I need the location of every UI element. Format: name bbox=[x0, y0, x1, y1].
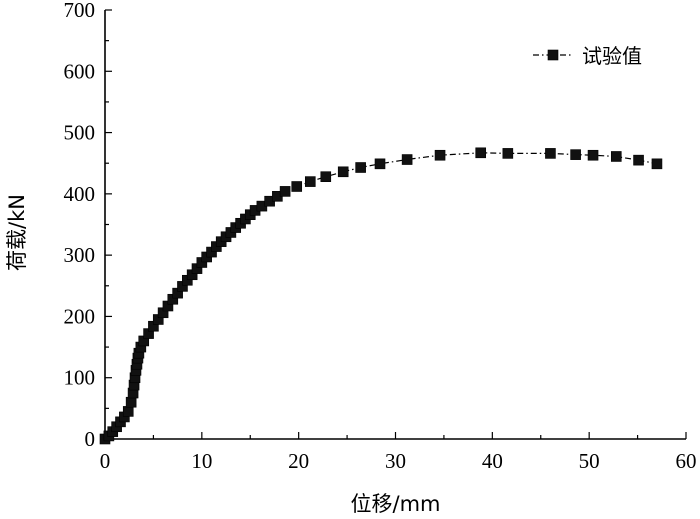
data-point bbox=[475, 147, 487, 159]
data-point bbox=[610, 151, 622, 162]
data-point bbox=[502, 148, 514, 159]
series-line bbox=[104, 152, 658, 440]
data-point bbox=[125, 396, 137, 408]
legend: 试验值 bbox=[533, 44, 642, 68]
data-point bbox=[291, 181, 303, 192]
data-point bbox=[587, 149, 599, 161]
x-axis-title: 位移/mm bbox=[351, 492, 441, 516]
x-tick-label: 60 bbox=[676, 449, 697, 473]
legend-marker-icon bbox=[547, 49, 559, 61]
data-point bbox=[633, 154, 644, 166]
data-point bbox=[651, 158, 663, 170]
data-point bbox=[320, 171, 332, 182]
data-point bbox=[122, 406, 134, 417]
y-tick-label: 700 bbox=[64, 0, 96, 22]
data-point bbox=[355, 162, 366, 173]
legend-label: 试验值 bbox=[582, 44, 642, 68]
y-tick-label: 600 bbox=[64, 59, 96, 83]
data-point bbox=[374, 158, 386, 170]
data-point bbox=[279, 186, 291, 197]
x-tick-label: 20 bbox=[288, 449, 309, 473]
y-tick-label: 0 bbox=[85, 427, 96, 451]
axes bbox=[104, 10, 686, 440]
x-tick-label: 40 bbox=[482, 449, 503, 473]
data-point bbox=[570, 149, 581, 160]
y-tick-label: 300 bbox=[64, 243, 96, 267]
data-point bbox=[337, 166, 349, 178]
data-point bbox=[401, 154, 413, 165]
plot-area bbox=[99, 147, 663, 445]
y-axis-title: 荷载/kN bbox=[5, 194, 29, 271]
y-tick-label: 200 bbox=[64, 304, 96, 328]
x-tick-label: 30 bbox=[385, 449, 406, 473]
y-tick-label: 500 bbox=[64, 121, 96, 145]
data-point bbox=[434, 149, 446, 161]
x-tick-label: 10 bbox=[191, 449, 212, 473]
y-tick-label: 100 bbox=[64, 366, 96, 390]
x-tick-label: 50 bbox=[579, 449, 600, 473]
axis-ticks: 0 100 200 300 400 500 600 700 0 10 20 30 40 50 60 bbox=[64, 0, 697, 473]
x-tick-label: 0 bbox=[100, 449, 111, 473]
y-tick-label: 400 bbox=[64, 182, 96, 206]
data-point bbox=[304, 176, 316, 187]
data-point bbox=[545, 148, 556, 159]
